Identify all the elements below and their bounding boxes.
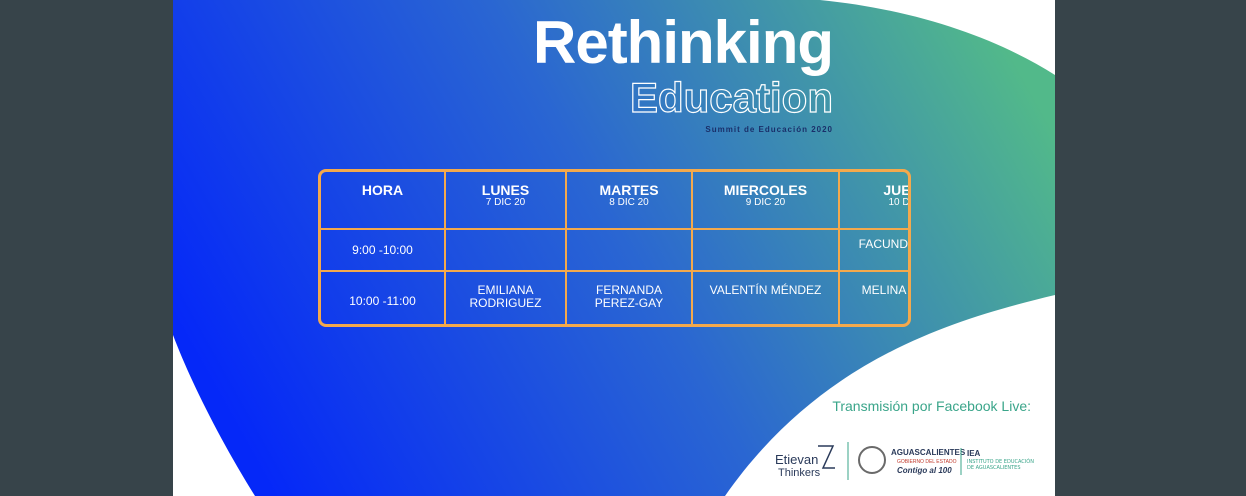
title: Rethinking xyxy=(533,9,834,76)
logo-icon xyxy=(818,445,835,469)
column-date: 8 DIC 20 xyxy=(609,197,649,208)
header-row: HORA LUNES 7 DIC 20 MARTES 8 DIC 20 MIERCOLES… xyxy=(321,172,911,230)
column-name: LUNES xyxy=(481,182,530,198)
poster: Education Etievan Thinkers AGUASCALIENTE… xyxy=(173,0,1055,496)
time-cell: 10:00 -11:00 xyxy=(321,270,446,324)
column-name: MARTES xyxy=(599,182,659,198)
column-date: 10 DIC 20 xyxy=(888,197,910,208)
column-date: 7 DIC 20 xyxy=(485,197,526,208)
column-header: LUNES 7 DIC 20 xyxy=(444,172,567,230)
column-name: JUEVES xyxy=(883,182,911,198)
logo-iea: IEA xyxy=(967,449,981,458)
time-cell: 9:00 -10:00 xyxy=(321,228,446,272)
speaker-cell: MELINA FURMAN xyxy=(838,270,908,324)
logos: Etievan Thinkers AGUASCALIENTES GOBIERNO… xyxy=(775,442,981,480)
logo-state: AGUASCALIENTES xyxy=(891,448,966,457)
logo-thinkers: Thinkers xyxy=(778,467,821,479)
row: 9:00 -10:00 FACUNDO MANES xyxy=(321,228,908,272)
logo-etievan: Etievan xyxy=(775,452,818,467)
logo-institute: INSTITUTO DE EDUCACIÓN DE AGUASCALIENTES xyxy=(967,459,1034,471)
subtitle: Education xyxy=(630,74,833,121)
footer-note: Transmisión por Facebook Live: xyxy=(832,398,1031,414)
speaker-cell xyxy=(444,228,567,272)
speaker-cell: FERNANDA PEREZ-GAY xyxy=(565,270,693,324)
column-name: MIERCOLES xyxy=(723,182,808,198)
tagline: Summit de Educación 2020 xyxy=(705,125,833,134)
column-header: HORA xyxy=(321,172,446,230)
logo-government: GOBIERNO DEL ESTADO xyxy=(897,459,957,465)
shield xyxy=(858,446,886,474)
speaker-cell: EMILIANA RODRIGUEZ xyxy=(444,270,567,324)
column-header: MARTES 8 DIC 20 xyxy=(565,172,693,230)
column-header: MIERCOLES 9 DIC 20 xyxy=(691,172,840,230)
speaker-cell xyxy=(691,228,840,272)
schedule-table: HORA LUNES 7 DIC 20 MARTES 8 DIC 20 MIERCOLES… xyxy=(321,172,911,324)
logo-slogan: Contigo al 100 xyxy=(897,466,952,475)
column-header: JUEVES10 DIC 20 xyxy=(838,172,911,230)
column-name: HORA xyxy=(361,182,404,198)
speaker-cell xyxy=(565,228,693,272)
speaker-cell: FACUNDO MANES xyxy=(838,228,908,272)
schedule: HORA LUNES 7 DIC 20 MARTES 8 DIC 20 MIERCOLES… xyxy=(318,169,911,327)
column-date: 9 DIC 20 xyxy=(745,197,786,208)
row: 10:00 -11:00 EMILIANA RODRIGUEZ FERNANDA P… xyxy=(321,270,908,324)
speaker-cell: VALENTÍN MÉNDEZ xyxy=(691,270,840,324)
